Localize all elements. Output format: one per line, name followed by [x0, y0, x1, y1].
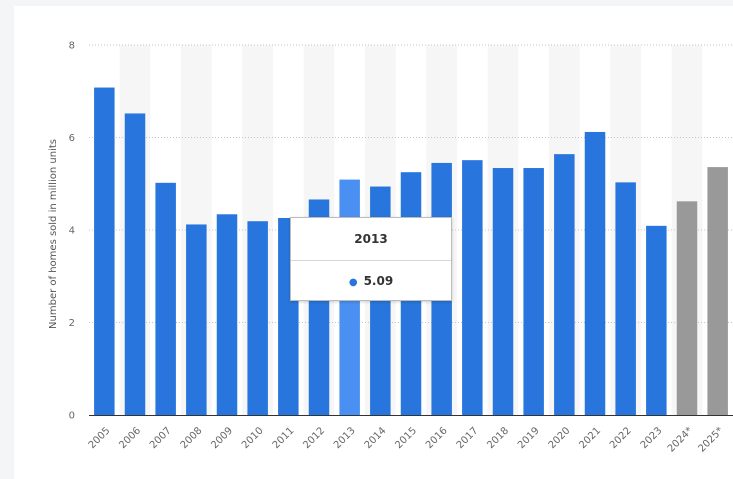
y-tick-label: 0: [69, 411, 75, 422]
bar-2010: [247, 221, 268, 415]
tooltip-divider: [291, 260, 451, 261]
y-axis-label: Number of homes sold in million units: [48, 139, 59, 329]
y-tick-label: 6: [69, 133, 75, 144]
tooltip: 2013 ● 5.09: [290, 217, 452, 301]
tooltip-value-row: ● 5.09: [291, 261, 451, 302]
bar-2019: [523, 168, 544, 415]
x-tick-label: 2010: [240, 425, 266, 451]
x-tick-label: 2021: [577, 425, 603, 451]
x-tick-label: 2023: [639, 425, 665, 451]
bar-2008: [186, 224, 207, 415]
x-tick-label: 2013: [332, 425, 358, 451]
bar-2020: [554, 154, 575, 415]
x-tick-label: 2014: [363, 425, 389, 451]
x-tick-label: 2018: [485, 425, 511, 451]
bar-2023: [646, 225, 667, 415]
tooltip-title: 2013: [354, 232, 388, 246]
x-tick-label: 2017: [455, 425, 481, 451]
x-tick-label: 2016: [424, 425, 450, 451]
y-tick-label: 2: [69, 318, 75, 329]
bar-2007: [155, 182, 176, 415]
y-tick-label: 4: [69, 226, 75, 237]
x-tick-label: 2024*: [666, 425, 695, 454]
series-dot-icon: ●: [348, 277, 358, 288]
x-tick-label: 2019: [516, 425, 542, 451]
x-tick-label: 2015: [393, 425, 419, 451]
x-tick-label: 2022: [608, 425, 634, 451]
x-tick-label: 2025*: [696, 425, 725, 454]
x-tick-label: 2006: [117, 425, 143, 451]
bar-2021: [584, 131, 606, 415]
bar-2018: [492, 168, 514, 415]
bar-2024-forecast: [676, 201, 698, 415]
bar-2006: [124, 113, 146, 415]
x-tick-label: 2011: [271, 425, 297, 451]
bar-2017: [462, 160, 483, 415]
x-tick-labels: 2005 2006 2007 2008 2009 2010 2011 2012 2013 2014…: [87, 425, 726, 454]
bar-2022: [615, 182, 636, 415]
bar-2025-forecast: [707, 167, 728, 415]
x-tick-label: 2009: [209, 425, 235, 451]
tooltip-value: 5.09: [363, 274, 394, 288]
y-tick-labels: 0 2 4 6 8: [69, 41, 75, 422]
bar-2005: [94, 87, 115, 416]
x-tick-label: 2007: [148, 425, 174, 451]
bar-2009: [216, 214, 238, 415]
x-tick-label: 2008: [179, 425, 205, 451]
x-tick-label: 2020: [547, 425, 573, 451]
x-tick-label: 2005: [87, 425, 113, 451]
x-tick-label: 2012: [301, 425, 327, 451]
y-tick-label: 8: [69, 41, 75, 52]
